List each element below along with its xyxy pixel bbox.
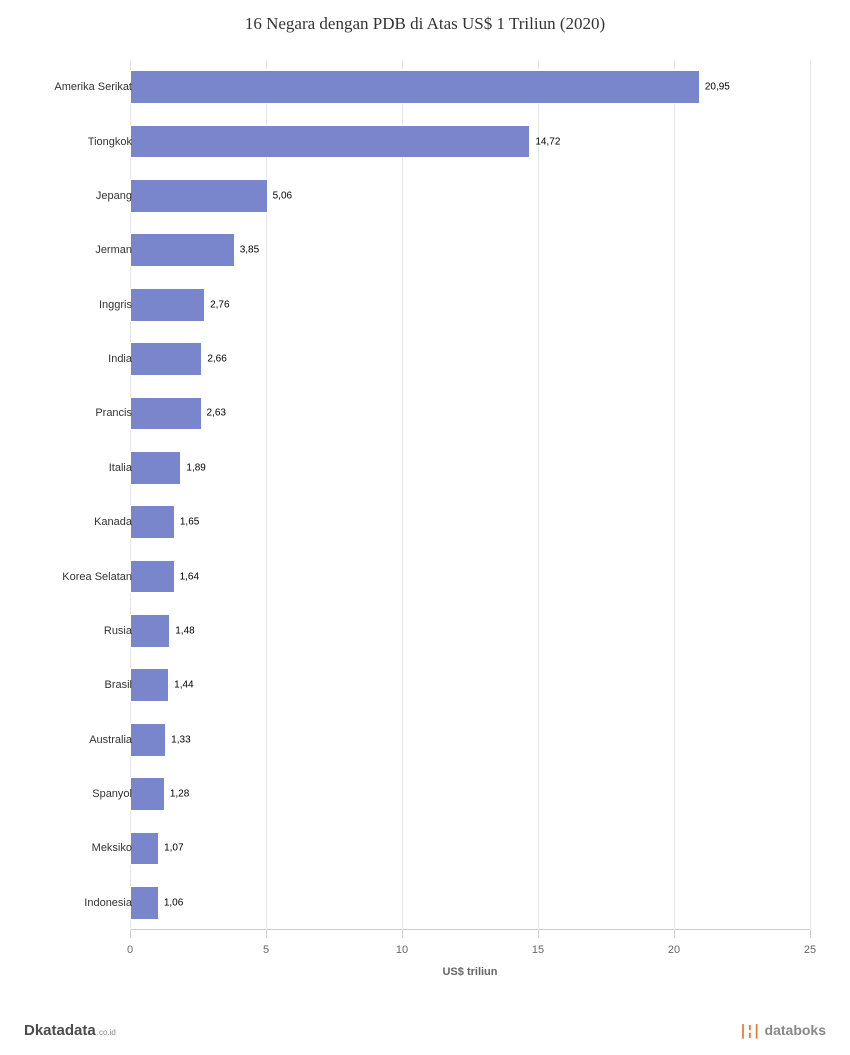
x-tick-label: 5	[263, 944, 269, 956]
x-tick	[402, 930, 403, 938]
logo-main: katadata	[35, 1022, 96, 1039]
category-label: Italia	[30, 462, 140, 474]
category-label: Prancis	[30, 407, 140, 419]
chart-title: 16 Negara dengan PDB di Atas US$ 1 Trili…	[0, 0, 850, 38]
bar-value-label: 1,48	[175, 625, 194, 636]
x-tick	[538, 930, 539, 938]
category-label: Spanyol	[30, 788, 140, 800]
chart-area: US$ triliun 051015202520,9514,725,063,85…	[20, 50, 830, 970]
bar	[130, 179, 268, 213]
bar-value-label: 2,63	[207, 408, 226, 419]
logo-prefix: D	[24, 1022, 35, 1039]
x-tick-label: 0	[127, 944, 133, 956]
x-tick	[130, 930, 131, 938]
bar-value-label: 1,44	[174, 680, 193, 691]
bar-value-label: 1,89	[186, 462, 205, 473]
x-axis-line	[130, 929, 810, 930]
bar	[130, 342, 202, 376]
bar-value-label: 5,06	[273, 190, 292, 201]
bar	[130, 233, 235, 267]
databoks-icon: ❘¦❘	[737, 1022, 761, 1039]
category-label: Kanada	[30, 516, 140, 528]
gridline	[810, 60, 811, 930]
x-tick	[810, 930, 811, 938]
x-tick	[266, 930, 267, 938]
category-label: Korea Selatan	[30, 571, 140, 583]
category-label: Jerman	[30, 244, 140, 256]
bar	[130, 125, 530, 159]
bar-value-label: 1,65	[180, 517, 199, 528]
gridline	[674, 60, 675, 930]
bar-value-label: 1,64	[180, 571, 199, 582]
category-label: Australia	[30, 734, 140, 746]
katadata-logo: Dkatadata.co.id	[24, 1022, 116, 1039]
plot-region: US$ triliun 051015202520,9514,725,063,85…	[130, 60, 810, 930]
category-label: Rusia	[30, 625, 140, 637]
category-label: Brasil	[30, 679, 140, 691]
bar-value-label: 2,76	[210, 299, 229, 310]
bar	[130, 397, 202, 431]
bar	[130, 70, 700, 104]
x-tick-label: 20	[668, 944, 680, 956]
category-label: Inggris	[30, 299, 140, 311]
x-tick-label: 10	[396, 944, 408, 956]
bar-value-label: 14,72	[535, 136, 560, 147]
gridline	[402, 60, 403, 930]
bar-value-label: 2,66	[207, 354, 226, 365]
bar-value-label: 20,95	[705, 82, 730, 93]
category-label: India	[30, 353, 140, 365]
bar-value-label: 1,33	[171, 734, 190, 745]
footer: Dkatadata.co.id ❘¦❘ databoks	[24, 1017, 826, 1043]
x-tick	[674, 930, 675, 938]
bar-value-label: 1,07	[164, 843, 183, 854]
category-label: Meksiko	[30, 842, 140, 854]
category-label: Amerika Serikat	[30, 81, 140, 93]
x-axis-title: US$ triliun	[442, 966, 497, 978]
category-label: Tiongkok	[30, 136, 140, 148]
category-label: Indonesia	[30, 897, 140, 909]
logo-suffix: .co.id	[97, 1028, 116, 1037]
category-label: Jepang	[30, 190, 140, 202]
databoks-text: databoks	[765, 1022, 826, 1038]
bar	[130, 288, 205, 322]
bar-value-label: 3,85	[240, 245, 259, 256]
x-tick-label: 15	[532, 944, 544, 956]
bar-value-label: 1,28	[170, 789, 189, 800]
x-tick-label: 25	[804, 944, 816, 956]
bar-value-label: 1,06	[164, 897, 183, 908]
databoks-logo: ❘¦❘ databoks	[737, 1022, 826, 1039]
gridline	[538, 60, 539, 930]
